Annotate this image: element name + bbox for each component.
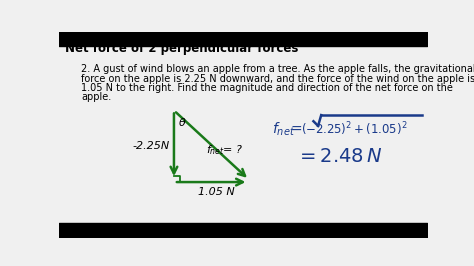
Text: $f_{net}$: $f_{net}$ <box>273 120 295 138</box>
Text: $= 2.48\,N$: $= 2.48\,N$ <box>296 147 382 167</box>
Text: 2. A gust of wind blows an apple from a tree. As the apple falls, the gravitatio: 2. A gust of wind blows an apple from a … <box>81 64 474 74</box>
Text: 1.05 N to the right. Find the magnitude and direction of the net force on the: 1.05 N to the right. Find the magnitude … <box>81 83 453 93</box>
Text: force on the apple is 2.25 N downward, and the force of the wind on the apple is: force on the apple is 2.25 N downward, a… <box>81 73 474 84</box>
Text: $(-2.25)^2+(1.05)^2$: $(-2.25)^2+(1.05)^2$ <box>301 120 408 138</box>
Text: $=$: $=$ <box>288 120 303 135</box>
Text: -2.25N: -2.25N <box>132 141 169 151</box>
Text: apple.: apple. <box>81 92 111 102</box>
Text: θ: θ <box>179 118 185 128</box>
Text: $f_{net}$= ?: $f_{net}$= ? <box>207 143 244 157</box>
Text: 1.05 N: 1.05 N <box>198 188 235 197</box>
Text: Net force of 2 perpendicular forces: Net force of 2 perpendicular forces <box>65 42 299 55</box>
